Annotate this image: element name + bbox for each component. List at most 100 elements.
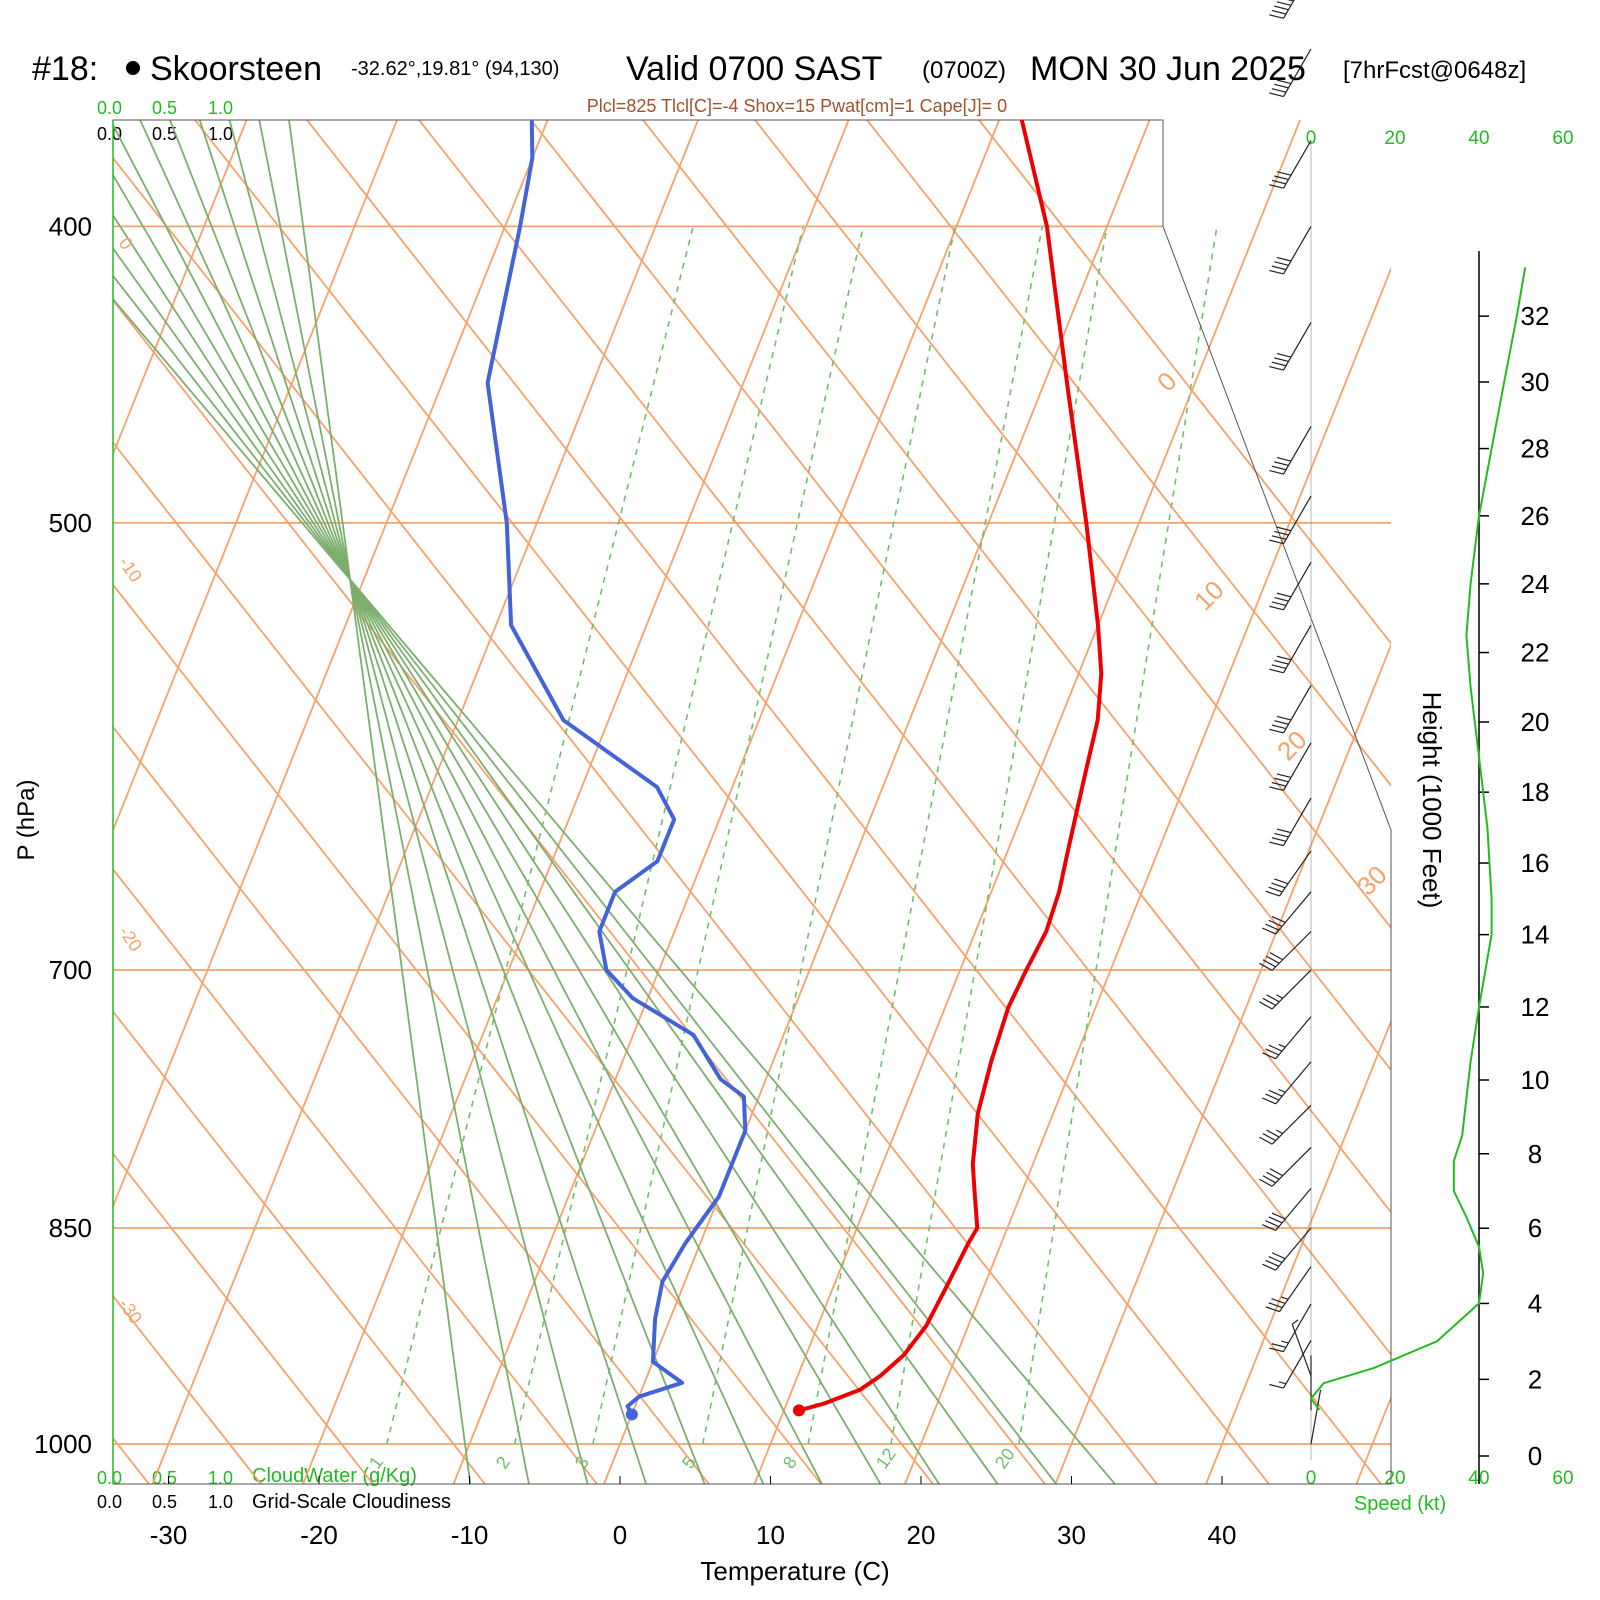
cloud-tick: 1.0: [208, 98, 233, 118]
skewed-isotherm-label: 10: [1188, 575, 1230, 617]
barb-flag: [1262, 997, 1276, 1006]
height-tick-label: 4: [1528, 1288, 1542, 1318]
barb-half-flag: [1278, 1381, 1287, 1385]
barb-flag: [1268, 1256, 1283, 1264]
wind-barb: [1269, 742, 1312, 792]
mixing-ratio-label: 12: [872, 1444, 900, 1472]
height-tick-label: 0: [1528, 1441, 1542, 1471]
speed-scale-top: 0 20 40 60: [1306, 128, 1574, 149]
mixing-ratio-label: 2: [492, 1453, 514, 1473]
barb-flag: [1259, 1178, 1273, 1187]
barb-flag: [1262, 1133, 1276, 1142]
barb-flag: [1276, 715, 1292, 721]
barb-flag: [1271, 465, 1287, 471]
wind-barb: [1269, 1340, 1312, 1389]
pressure-tick-label: 850: [49, 1213, 92, 1243]
height-axis-title: Height (1000 Feet): [1417, 692, 1447, 909]
mixing-ratio-line: [807, 226, 1044, 1445]
barb-flag: [1276, 79, 1292, 85]
moist-adiabat: [258, 120, 530, 1484]
isotherm-line: [1497, 0, 1600, 1509]
profile-series: [485, 120, 1104, 1421]
forecast-info: [7hrFcst@0648z]: [1343, 57, 1526, 84]
height-tick-label: 8: [1528, 1139, 1542, 1169]
barb-half-flag: [1276, 1129, 1284, 1135]
moist-adiabat: [168, 120, 706, 1484]
barb-flag: [1269, 786, 1284, 792]
isotherm-line: [452, 120, 1001, 1484]
height-tick-label: 14: [1521, 920, 1550, 950]
barb-flag: [1262, 959, 1276, 968]
moist-adiabat: [113, 274, 1058, 1484]
isotherm-line: [113, 120, 399, 833]
barb-flag: [1266, 1171, 1280, 1180]
barb-flag: [1271, 915, 1286, 924]
barb-flag: [1265, 1220, 1280, 1228]
barb-flag: [1271, 837, 1287, 842]
barb-flag: [1262, 1224, 1276, 1232]
wind-barb: [1262, 1016, 1312, 1060]
barb-half-flag: [1276, 994, 1284, 999]
moist-adiabat: [139, 120, 765, 1484]
barb-flag: [1276, 1, 1292, 6]
isotherm-line: [1355, 1395, 1391, 1484]
barb-flag: [1271, 601, 1287, 607]
valid-time: Valid 0700 SAST: [626, 50, 882, 88]
temperature-tick-label: -20: [300, 1520, 338, 1550]
cloud-tick: 1.0: [208, 1468, 233, 1488]
barb-staff: [1282, 322, 1312, 371]
station-prefix: #18:: [32, 50, 98, 88]
barb-flag: [1271, 782, 1287, 787]
barb-flag: [1268, 1302, 1283, 1309]
cloudiness-scale-bottom: 0.0 0.5 1.0 Grid-Scale Cloudiness: [97, 1491, 451, 1513]
cloud-tick: 0.0: [97, 1468, 122, 1488]
adiabat-line: [193, 120, 1270, 1484]
barb-staff: [1310, 1389, 1322, 1445]
barb-flag: [1269, 668, 1284, 674]
adiabat-line: [113, 867, 598, 1484]
barb-flag: [1269, 605, 1284, 611]
barb-flag: [1274, 83, 1289, 89]
barb-flag: [1269, 952, 1284, 961]
cloudiness-tick: 0.5: [152, 1492, 177, 1512]
barb-half-flag: [1291, 1319, 1299, 1325]
barb-staff: [1282, 495, 1312, 544]
barb-flag: [1271, 179, 1287, 185]
speed-tick: 20: [1384, 128, 1405, 149]
wind-barb: [1269, 322, 1312, 371]
isotherm-label: -30: [115, 1295, 146, 1328]
barb-flag: [1274, 530, 1289, 536]
speed-tick: 0: [1306, 1468, 1317, 1489]
temperature-tick-label: -10: [451, 1520, 489, 1550]
wind-barb: [1269, 561, 1312, 611]
wind-barb: [1269, 1303, 1312, 1353]
barb-flag: [1266, 994, 1280, 1003]
barb-staff: [1271, 969, 1312, 1010]
barb-half-flag: [1286, 0, 1294, 2]
speed-tick: 60: [1552, 128, 1573, 149]
adiabat-line: [113, 725, 710, 1484]
dewpoint-line: [485, 120, 748, 1416]
barb-flag: [1268, 1216, 1283, 1224]
barb-flag: [1268, 1089, 1283, 1097]
barb-flag: [1274, 597, 1289, 602]
isotherm-label: 0: [115, 234, 137, 254]
adiabat-line: [113, 583, 822, 1484]
isotherm-line: [753, 120, 1302, 1484]
height-tick-label: 10: [1521, 1065, 1550, 1095]
stability-indices: Plcl=825 Tlcl[C]=-4 Shox=15 Pwat[cm]=1 C…: [587, 96, 1007, 116]
barb-staff: [1282, 797, 1312, 846]
wind-barb: [1262, 891, 1312, 935]
moist-adiabat: [228, 120, 589, 1484]
wind-barb: [1259, 1147, 1312, 1187]
barb-half-flag: [1281, 1340, 1289, 1344]
adiabat-line: [865, 120, 1391, 787]
barb-flag: [1268, 1044, 1283, 1052]
wind-barb: [1269, 624, 1312, 674]
barb-flag: [1276, 655, 1292, 661]
mixing-ratio-label: 3: [571, 1453, 593, 1473]
barb-staff: [1271, 1147, 1312, 1187]
barb-flag: [1274, 832, 1289, 838]
barb-staff: [1271, 931, 1312, 971]
